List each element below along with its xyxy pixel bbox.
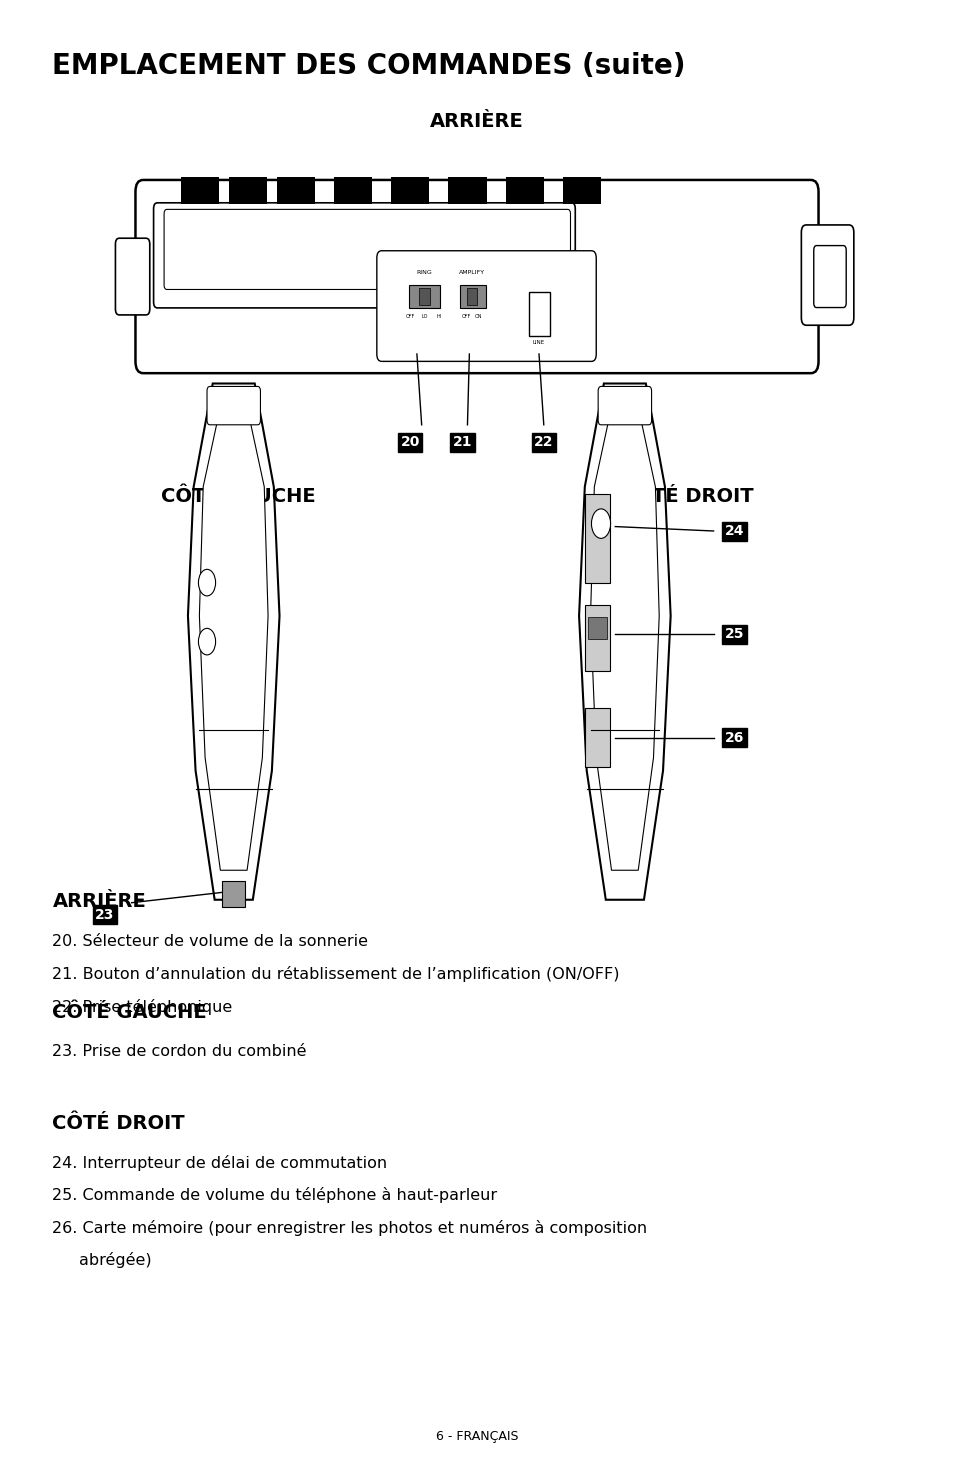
Text: 20. Sélecteur de volume de la sonnerie: 20. Sélecteur de volume de la sonnerie	[52, 934, 368, 948]
FancyBboxPatch shape	[801, 226, 853, 324]
Bar	[587, 617, 606, 639]
Text: OFF: OFF	[405, 314, 415, 319]
Text: RING: RING	[416, 270, 432, 274]
Text: 22. Prise téléphonique: 22. Prise téléphonique	[52, 999, 233, 1015]
Bar	[505, 177, 543, 204]
Bar	[448, 177, 486, 204]
Text: AMPLIFY: AMPLIFY	[458, 270, 485, 274]
Text: CÔTÉ DROIT: CÔTÉ DROIT	[619, 487, 753, 506]
FancyBboxPatch shape	[409, 285, 439, 308]
FancyBboxPatch shape	[459, 285, 485, 308]
Bar	[229, 177, 267, 204]
Circle shape	[198, 569, 215, 596]
Text: CÔTÉ DROIT: CÔTÉ DROIT	[52, 1114, 185, 1133]
Text: 22: 22	[534, 435, 553, 450]
FancyBboxPatch shape	[164, 209, 570, 289]
FancyBboxPatch shape	[207, 386, 260, 425]
Bar	[584, 605, 609, 671]
Text: ARRIÈRE: ARRIÈRE	[430, 112, 523, 131]
Text: CÔTÉ GAUCHE: CÔTÉ GAUCHE	[52, 1003, 207, 1022]
Text: ARRIÈRE: ARRIÈRE	[52, 892, 146, 912]
Text: 24. Interrupteur de délai de commutation: 24. Interrupteur de délai de commutation	[52, 1155, 387, 1171]
Bar	[334, 177, 372, 204]
Bar	[181, 177, 219, 204]
Bar	[584, 708, 609, 767]
Bar	[584, 494, 609, 583]
Bar	[418, 288, 430, 305]
Text: 20: 20	[400, 435, 419, 450]
Circle shape	[591, 509, 610, 538]
Text: 6 - FRANÇAIS: 6 - FRANÇAIS	[436, 1429, 517, 1443]
Polygon shape	[199, 398, 268, 870]
FancyBboxPatch shape	[528, 292, 549, 336]
FancyBboxPatch shape	[153, 202, 575, 308]
Text: CÔTÉ GAUCHE: CÔTÉ GAUCHE	[161, 487, 315, 506]
Text: LO: LO	[421, 314, 427, 319]
Text: 25: 25	[724, 627, 743, 642]
Text: 26: 26	[724, 730, 743, 745]
Polygon shape	[590, 398, 659, 870]
Bar	[562, 177, 600, 204]
Text: abrégée): abrégée)	[79, 1252, 152, 1268]
Text: EMPLACEMENT DES COMMANDES (suite): EMPLACEMENT DES COMMANDES (suite)	[52, 52, 685, 80]
Polygon shape	[188, 384, 279, 900]
Bar	[276, 177, 314, 204]
Text: 24: 24	[724, 524, 743, 538]
Bar	[391, 177, 429, 204]
FancyBboxPatch shape	[135, 180, 818, 373]
Text: OFF: OFF	[461, 314, 471, 319]
FancyBboxPatch shape	[813, 245, 845, 308]
Text: 25. Commande de volume du téléphone à haut-parleur: 25. Commande de volume du téléphone à ha…	[52, 1187, 497, 1204]
Text: LINE: LINE	[533, 341, 544, 345]
Text: 23. Prise de cordon du combiné: 23. Prise de cordon du combiné	[52, 1044, 307, 1059]
FancyBboxPatch shape	[115, 237, 150, 316]
FancyBboxPatch shape	[598, 386, 651, 425]
Polygon shape	[578, 384, 670, 900]
Bar	[222, 881, 245, 907]
Text: ON: ON	[475, 314, 482, 319]
Bar	[467, 288, 476, 305]
Text: 21: 21	[453, 435, 472, 450]
Text: 21. Bouton d’annulation du rétablissement de l’amplification (ON/OFF): 21. Bouton d’annulation du rétablissemen…	[52, 966, 619, 982]
Text: 26. Carte mémoire (pour enregistrer les photos et numéros à composition: 26. Carte mémoire (pour enregistrer les …	[52, 1220, 647, 1236]
Text: 23: 23	[95, 907, 114, 922]
Circle shape	[198, 628, 215, 655]
FancyBboxPatch shape	[376, 251, 596, 361]
Text: HI: HI	[436, 314, 441, 319]
